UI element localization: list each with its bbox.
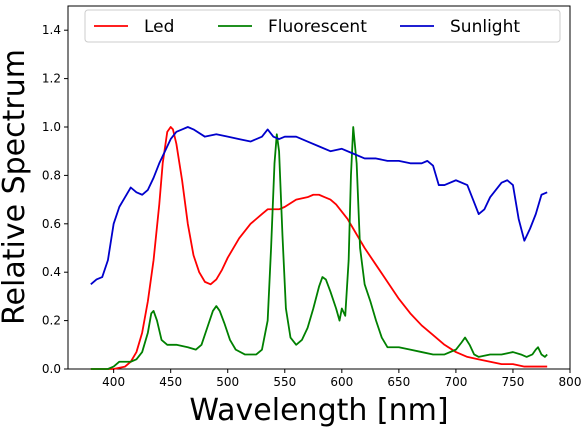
- y-axis-ticks: 0.0 0.2 0.4 0.6 0.8 1.0 1.2 1.4: [42, 23, 68, 376]
- y-tick-label: 0.6: [42, 217, 61, 231]
- x-tick-label: 500: [216, 375, 239, 389]
- y-tick-label: 1.2: [42, 72, 61, 86]
- series-line-fluorescent: [90, 126, 548, 370]
- legend-label-fluorescent: Fluorescent: [268, 17, 367, 37]
- y-axis-label: Relative Spectrum: [0, 49, 32, 325]
- x-axis-ticks: 400 450 500 550 600 650 700 750 800: [102, 369, 581, 389]
- legend-label-sunlight: Sunlight: [450, 17, 520, 37]
- y-tick-label: 0.8: [42, 168, 61, 182]
- series-line-sunlight: [90, 126, 548, 285]
- x-tick-label: 650: [387, 375, 410, 389]
- x-tick-label: 450: [159, 375, 182, 389]
- x-tick-label: 400: [102, 375, 125, 389]
- x-axis-label: Wavelength [nm]: [189, 393, 448, 428]
- legend-box: [84, 9, 561, 43]
- x-tick-label: 550: [273, 375, 296, 389]
- x-tick-label: 750: [502, 375, 525, 389]
- y-tick-label: 0.2: [42, 314, 61, 328]
- x-tick-label: 600: [330, 375, 353, 389]
- plot-area: [67, 5, 571, 370]
- y-tick-label: 1.4: [42, 23, 61, 37]
- x-tick-label: 800: [559, 375, 582, 389]
- y-tick-label: 1.0: [42, 120, 61, 134]
- y-tick-label: 0.4: [42, 265, 61, 279]
- series-layer: [90, 126, 548, 370]
- x-tick-label: 700: [444, 375, 467, 389]
- legend-label-led: Led: [144, 17, 174, 37]
- y-tick-label: 0.0: [42, 362, 61, 376]
- legend: Led Fluorescent Sunlight: [84, 9, 561, 43]
